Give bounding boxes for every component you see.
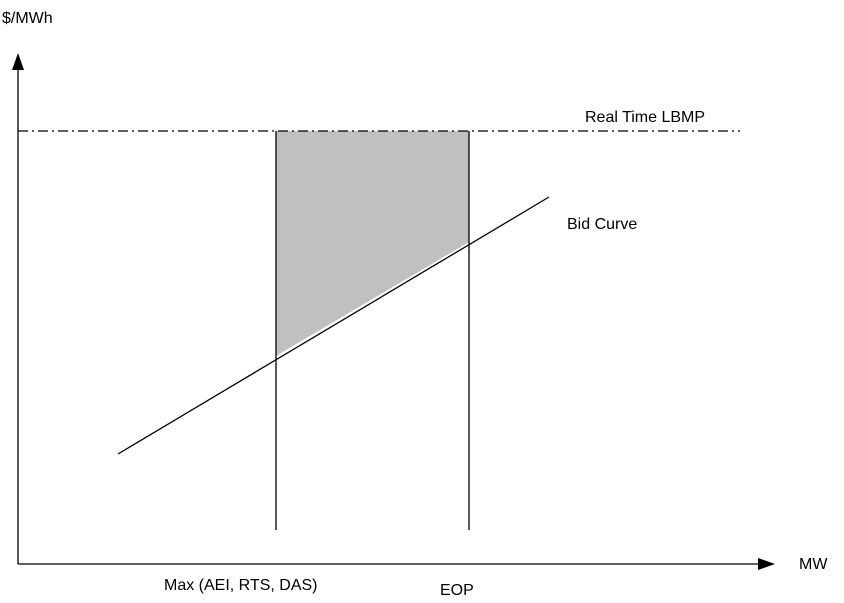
bid-curve-label: Bid Curve [567, 216, 638, 233]
bid-curve-line [117, 196, 550, 455]
real-time-lbmp-label: Real Time LBMP [585, 109, 706, 126]
shaded-region [276, 131, 469, 356]
right-bound-label: EOP [440, 582, 474, 599]
y-axis-label: $/MWh [2, 10, 53, 27]
x-axis-arrow [758, 558, 775, 570]
left-bound-label: Max (AEI, RTS, DAS) [164, 577, 318, 594]
x-axis-label: MW [799, 556, 828, 573]
y-axis-arrow [12, 53, 24, 70]
